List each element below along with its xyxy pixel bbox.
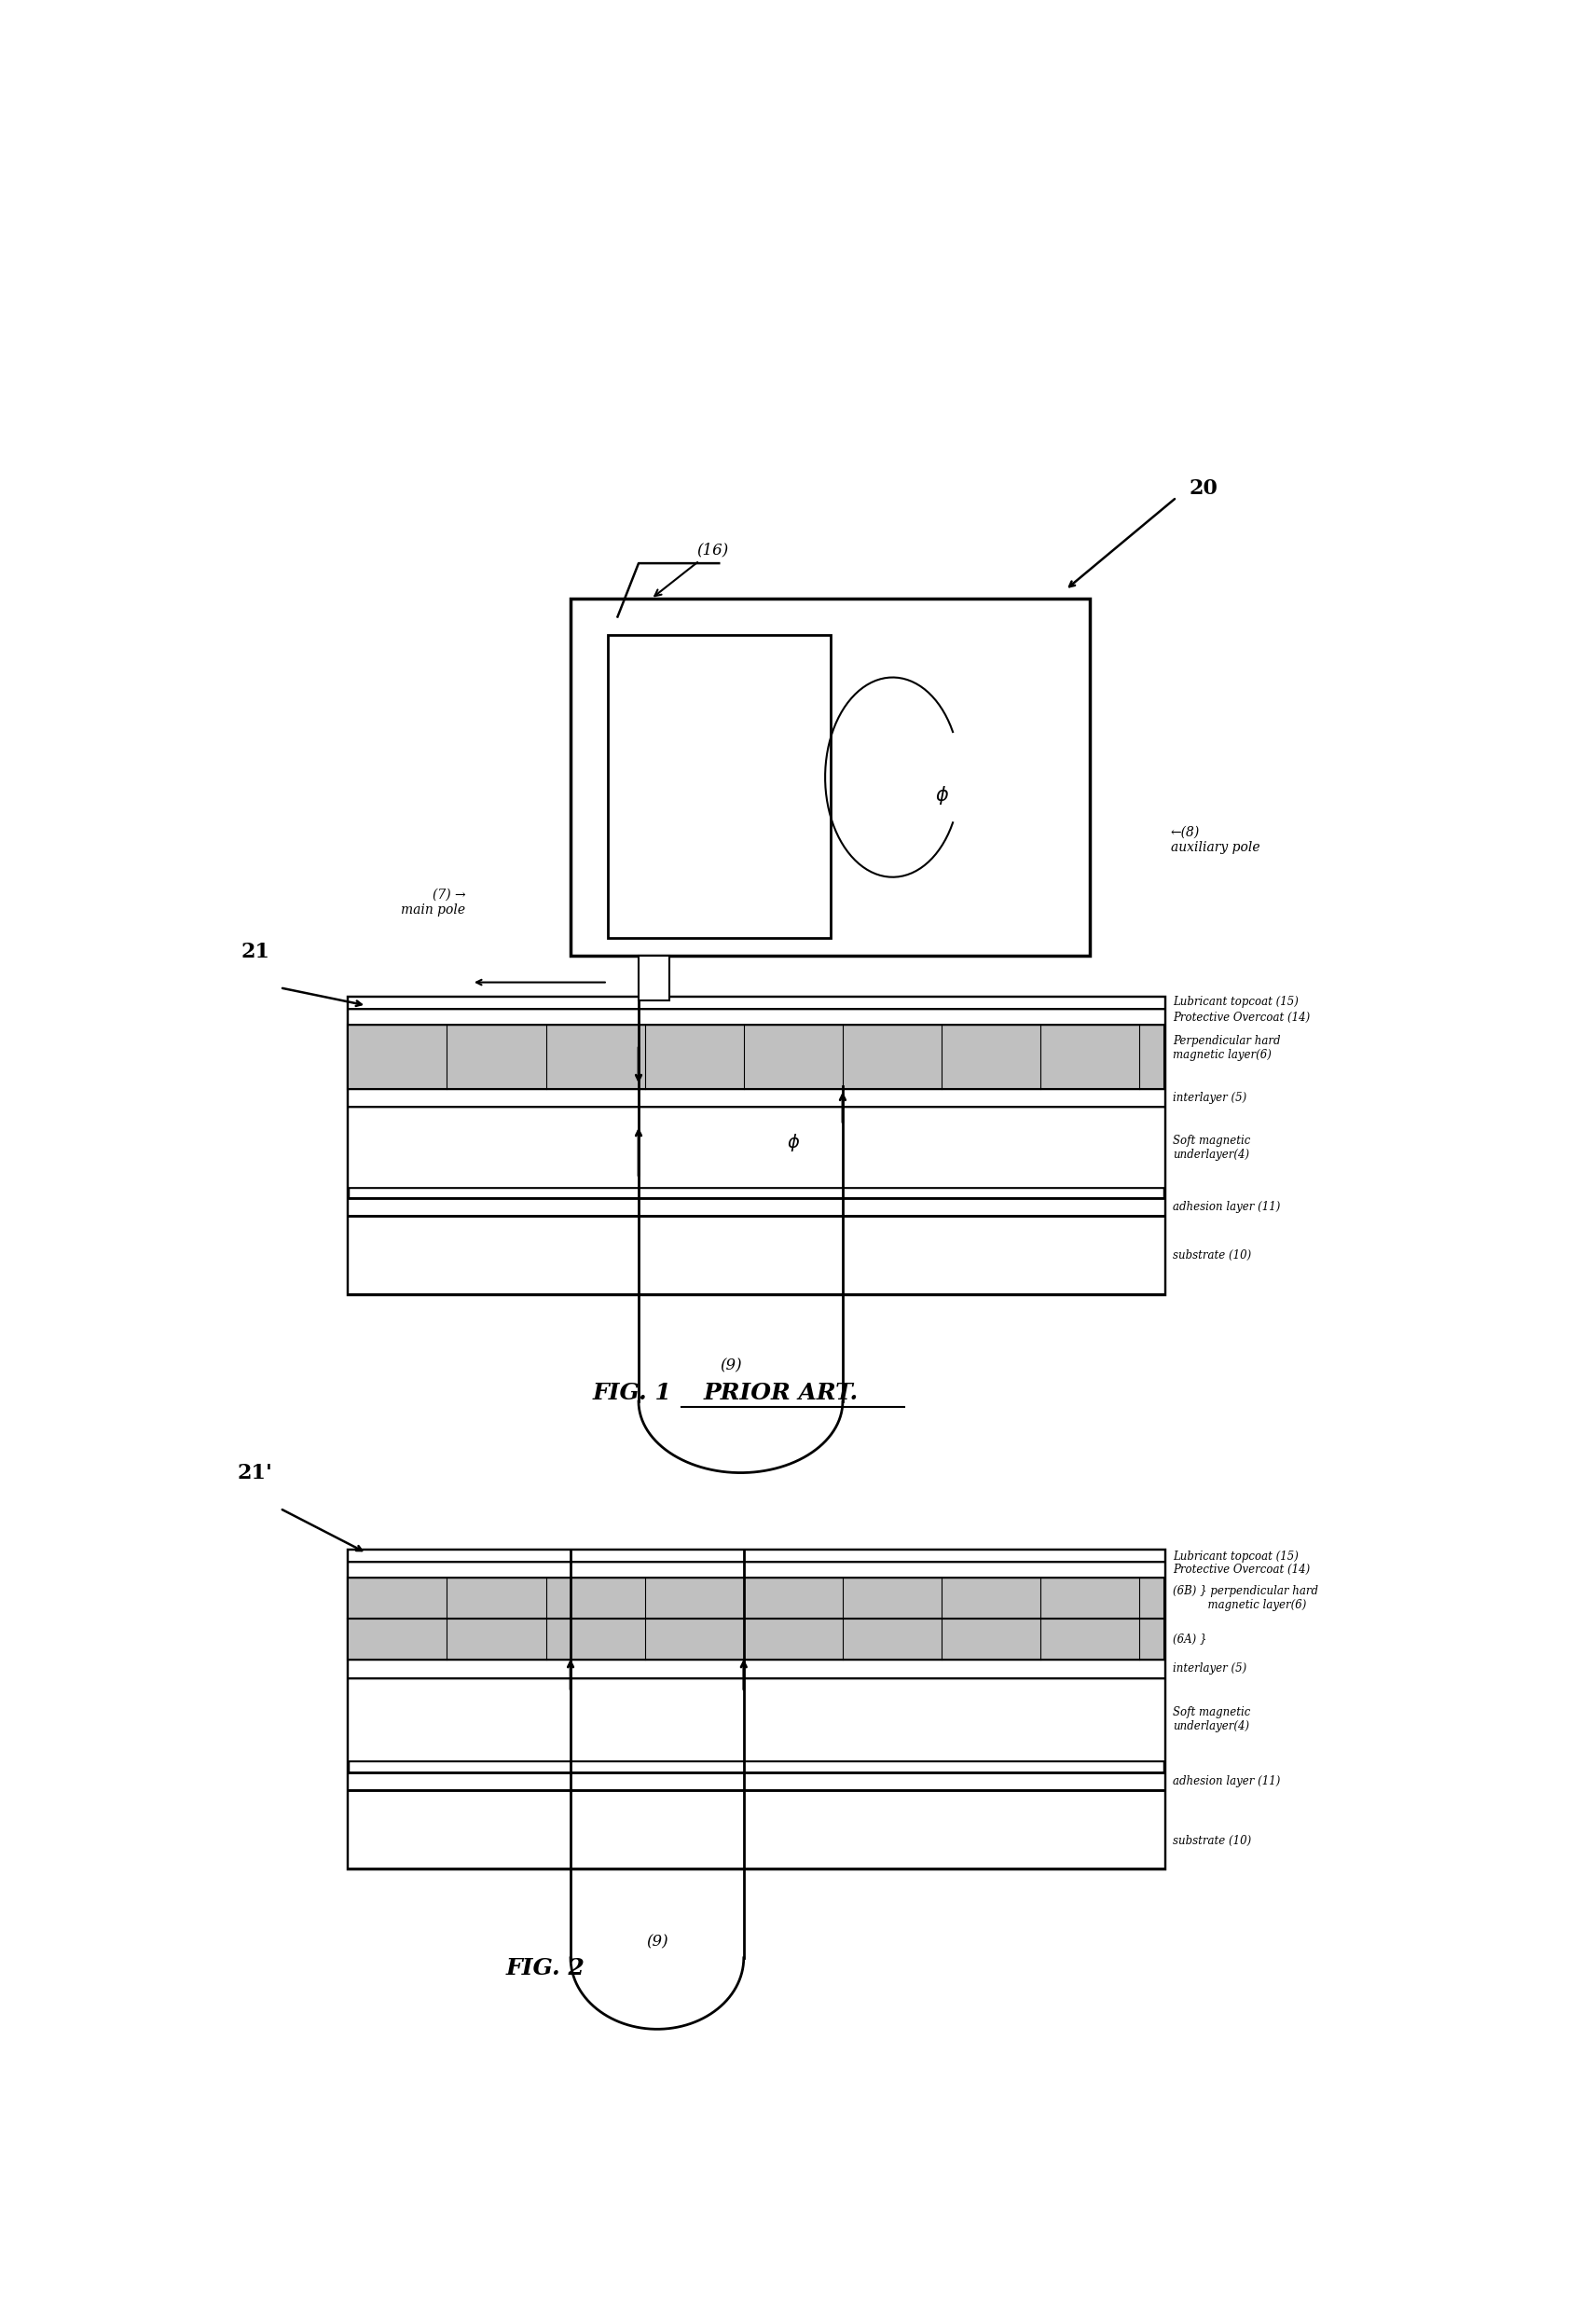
Text: Protective Overcoat (14): Protective Overcoat (14) xyxy=(1173,1012,1310,1024)
Text: Perpendicular hard
magnetic layer(6): Perpendicular hard magnetic layer(6) xyxy=(1173,1035,1280,1061)
Text: 21: 21 xyxy=(241,943,270,961)
Text: adhesion layer (11): adhesion layer (11) xyxy=(1173,1774,1280,1788)
Text: (16): (16) xyxy=(654,542,729,595)
Bar xyxy=(348,1549,1163,1869)
Text: (6B) } perpendicular hard
          magnetic layer(6): (6B) } perpendicular hard magnetic layer… xyxy=(1173,1586,1318,1612)
Bar xyxy=(348,1577,1163,1619)
Bar xyxy=(348,1107,1163,1188)
Bar xyxy=(348,1197,1163,1216)
Text: substrate (10): substrate (10) xyxy=(1173,1248,1251,1262)
Bar xyxy=(348,996,1163,1010)
Text: Lubricant topcoat (15): Lubricant topcoat (15) xyxy=(1173,1549,1299,1563)
Text: adhesion layer (11): adhesion layer (11) xyxy=(1173,1202,1280,1214)
Bar xyxy=(348,1026,1163,1089)
Text: interlayer (5): interlayer (5) xyxy=(1173,1663,1246,1674)
Text: (9): (9) xyxy=(646,1934,669,1950)
Text: FIG. 2: FIG. 2 xyxy=(506,1957,586,1980)
Bar xyxy=(348,1619,1163,1661)
Text: substrate (10): substrate (10) xyxy=(1173,1834,1251,1848)
Bar xyxy=(570,600,1090,957)
Text: $\phi$: $\phi$ xyxy=(935,783,948,806)
Text: $\phi$: $\phi$ xyxy=(787,1133,800,1153)
Text: Soft magnetic
underlayer(4): Soft magnetic underlayer(4) xyxy=(1173,1707,1251,1732)
Bar xyxy=(348,1677,1163,1762)
Bar xyxy=(348,1010,1163,1026)
Bar xyxy=(348,1089,1163,1107)
Text: PRIOR ART.: PRIOR ART. xyxy=(704,1380,859,1403)
Bar xyxy=(348,1790,1163,1869)
Text: (7) →
main pole: (7) → main pole xyxy=(401,887,466,917)
Bar xyxy=(348,1661,1163,1677)
Text: Lubricant topcoat (15): Lubricant topcoat (15) xyxy=(1173,996,1299,1007)
Text: (6A) }: (6A) } xyxy=(1173,1633,1207,1647)
Text: Soft magnetic
underlayer(4): Soft magnetic underlayer(4) xyxy=(1173,1135,1251,1160)
Text: (9): (9) xyxy=(720,1357,742,1373)
Bar xyxy=(348,1561,1163,1577)
Text: Protective Overcoat (14): Protective Overcoat (14) xyxy=(1173,1563,1310,1575)
Bar xyxy=(638,957,669,1001)
Text: 20: 20 xyxy=(1189,477,1218,498)
Bar xyxy=(348,1216,1163,1295)
Text: 21': 21' xyxy=(238,1461,273,1482)
Text: ←(8)
auxiliary pole: ←(8) auxiliary pole xyxy=(1170,824,1259,855)
Bar xyxy=(608,635,830,938)
Text: interlayer (5): interlayer (5) xyxy=(1173,1093,1246,1105)
Text: FIG. 1: FIG. 1 xyxy=(592,1380,672,1403)
Bar xyxy=(348,1549,1163,1561)
Bar xyxy=(348,996,1163,1295)
Bar xyxy=(348,1772,1163,1790)
